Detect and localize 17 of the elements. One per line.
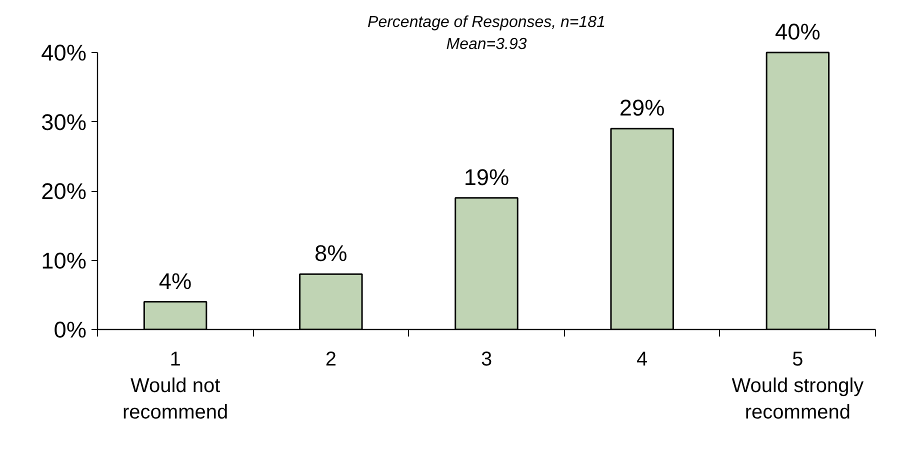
data-label: 40% [775, 18, 820, 44]
x-tick-label: 5 Would strongly recommend [732, 348, 864, 424]
data-label: 4% [158, 268, 192, 294]
x-tick-label: 3 [480, 348, 492, 370]
y-tick-label: 20% [41, 178, 87, 204]
y-tick-label: 0% [54, 316, 87, 342]
x-tick-label: 4 [636, 348, 648, 370]
x-tick-label: 2 [325, 348, 336, 370]
chart-title: Percentage of Responses, n=181 [368, 14, 606, 31]
data-label: 8% [314, 240, 348, 266]
y-tick-label: 30% [41, 108, 87, 135]
y-tick-label: 10% [41, 247, 87, 274]
chart-subtitle: Mean=3.93 [446, 36, 527, 53]
data-label: 29% [619, 94, 665, 121]
y-tick-label: 40% [41, 40, 87, 66]
data-label: 19% [464, 164, 510, 190]
x-tick-label: 1 Would not recommend [122, 348, 228, 424]
